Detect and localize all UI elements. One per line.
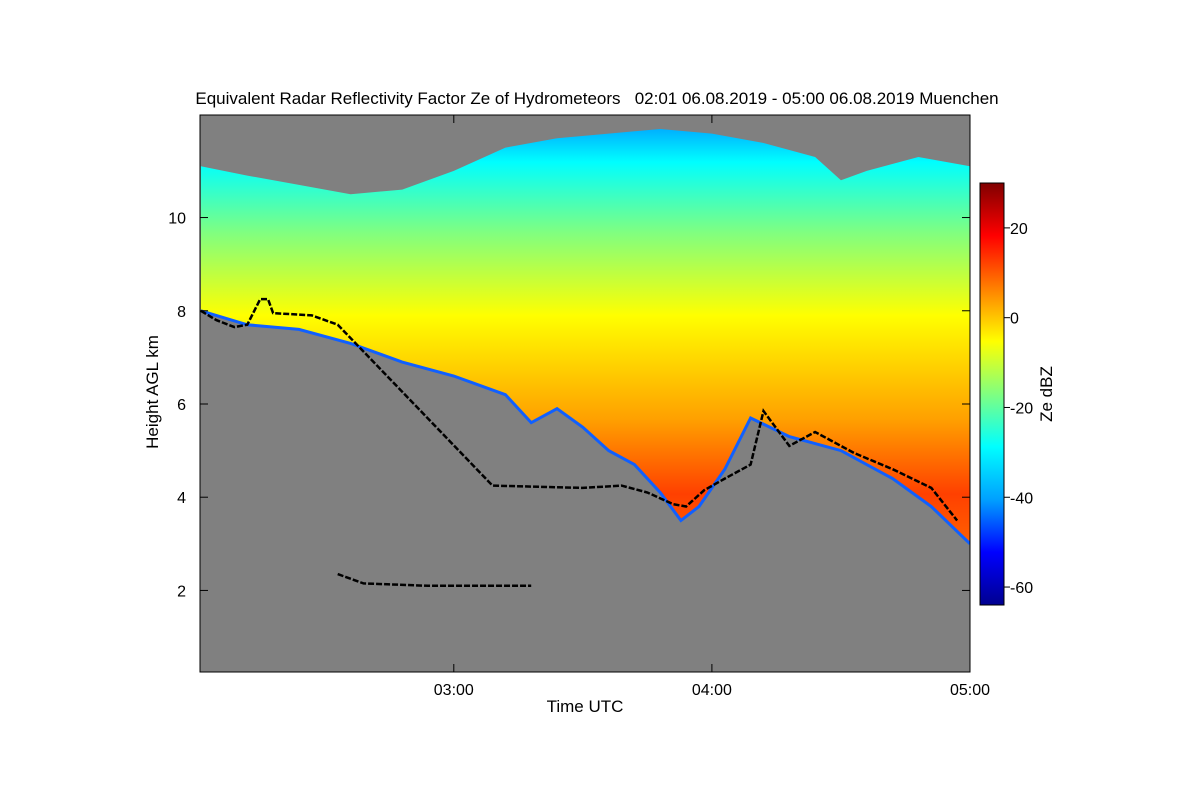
y-axis-label: Height AGL km	[143, 335, 162, 449]
y-tick-label: 2	[177, 583, 186, 600]
series-line-0	[200, 297, 959, 522]
colorbar-tick-label: -20	[1010, 400, 1033, 417]
colorbar-label: Ze dBZ	[1037, 366, 1056, 422]
series-layer	[200, 297, 959, 588]
y-tick-label: 4	[177, 490, 186, 507]
colorbar-tick-label: 20	[1010, 221, 1028, 238]
x-tick-label: 05:00	[950, 682, 990, 699]
colorbar-ticks: 20 0 -20 -40 -60	[1004, 221, 1033, 597]
colorbar-tick-label: 0	[1010, 311, 1019, 328]
y-tick-label: 8	[177, 304, 186, 321]
colorbar-bar	[979, 182, 1005, 606]
plot-frame	[199, 114, 971, 673]
colorbar-tick-label: -60	[1010, 580, 1033, 597]
x-axis: 03:00 04:00 05:00	[434, 115, 990, 699]
series-line-1	[337, 572, 532, 588]
x-tick-label: 04:00	[692, 682, 732, 699]
y-axis: 2 4 6 8 10	[168, 211, 970, 600]
echo-band	[200, 128, 970, 544]
y-tick-label: 10	[168, 211, 186, 228]
echo-base-edge	[200, 309, 970, 545]
chart-title: Equivalent Radar Reflectivity Factor Ze …	[195, 89, 998, 108]
x-axis-label: Time UTC	[547, 697, 624, 716]
x-tick-label: 03:00	[434, 682, 474, 699]
y-tick-label: 6	[177, 397, 186, 414]
colorbar-tick-label: -40	[1010, 490, 1033, 507]
plot-area	[200, 115, 970, 672]
colorbar: 20 0 -20 -40 -60 Ze dBZ	[979, 182, 1056, 606]
